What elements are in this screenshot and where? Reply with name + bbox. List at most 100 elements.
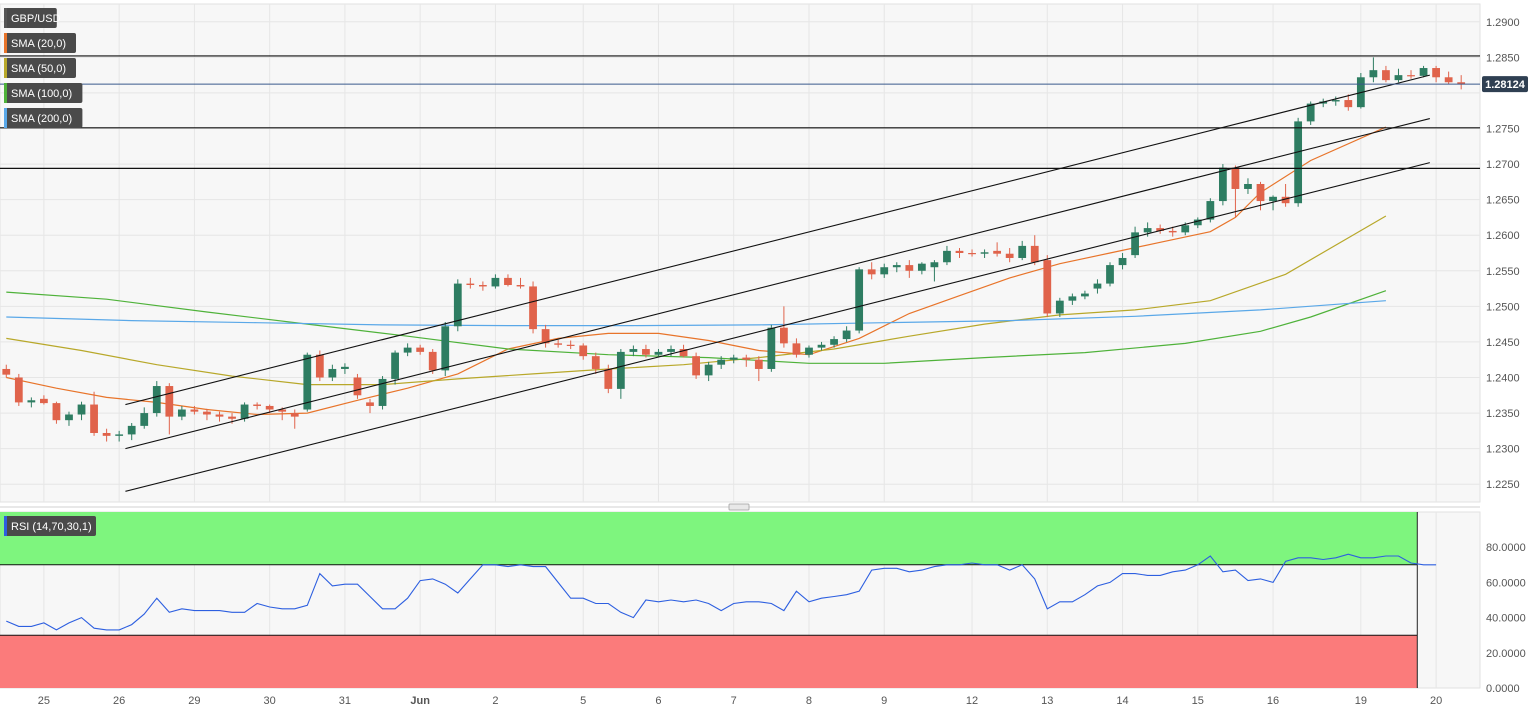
legend-label: SMA (50,0) [11,63,66,75]
legend-label: GBP/USD [11,13,61,25]
candle-body [554,343,563,345]
y-tick-label: 1.2500 [1486,301,1520,313]
candle-body [930,262,939,268]
candle-body [830,339,838,345]
candle-body [1181,225,1190,233]
y-tick-label: 1.2700 [1486,159,1520,171]
candle-body [955,250,964,253]
rsi-oversold-zone [0,635,1418,688]
candle-body [190,409,199,412]
sma-line-0 [6,126,1387,416]
candle-body [416,347,425,352]
candle-body [2,368,11,375]
x-tick-label: 14 [1116,695,1128,707]
candle-body [1168,230,1177,233]
y-tick-label: 1.2900 [1486,17,1520,29]
rsi-y-tick-label: 40.0000 [1486,613,1526,625]
candle-body [504,277,512,286]
candle-body [905,265,914,271]
candle-body [516,285,525,287]
candle-body [917,263,926,271]
candle-body [491,277,500,287]
legend-label: SMA (100,0) [11,88,72,100]
x-tick-label: 12 [966,695,978,707]
legend-item[interactable] [4,33,76,53]
candle-body [1281,196,1290,204]
x-tick-label: 8 [806,695,812,707]
candle-body [767,327,776,369]
candle-body [1131,232,1139,256]
rsi-legend-badge[interactable] [4,516,96,536]
rsi-y-tick-label: 60.0000 [1486,577,1526,589]
x-tick-label: 19 [1355,695,1367,707]
candle-body [1206,201,1215,220]
candle-body [604,368,613,389]
candle-body [1344,100,1353,108]
candle-body [1018,245,1027,258]
pane-resize-handle[interactable] [728,503,750,511]
candle-body [1005,253,1014,258]
candle-body [1369,70,1378,78]
candle-body [579,345,588,357]
candle-body [817,344,826,348]
candle-body [1294,121,1303,204]
candle-body [40,398,48,404]
candle-body [1432,68,1440,78]
candle-body [1444,77,1453,83]
candle-body [265,405,274,410]
candle-body [478,285,487,287]
candle-body [428,351,437,371]
y-tick-label: 1.2250 [1486,479,1520,491]
candle-body [341,366,349,369]
candle-body [792,343,801,355]
candle-body [1043,260,1052,314]
legend-item[interactable] [4,58,76,78]
candle-body [1106,265,1114,284]
legend-label: SMA (200,0) [11,113,72,125]
legend-color-marker [4,83,7,103]
candle-body [1055,300,1064,314]
candle-body [127,425,136,435]
grid-lines [0,4,1480,688]
candle-body [1394,75,1403,81]
legend-item[interactable] [4,108,83,128]
candle-body [14,377,23,403]
y-tick-label: 1.2450 [1486,337,1520,349]
candle-body [1331,100,1340,102]
candle-body [642,349,650,355]
trendline-0 [125,74,1430,406]
candle-body [353,377,362,396]
candle-body [177,409,186,417]
candle-body [842,330,851,340]
candle-body [90,404,98,433]
candle-body [892,265,901,268]
x-tick-label: 25 [38,695,50,707]
current-price-tag [1482,76,1528,93]
candle-body [1156,228,1165,231]
rsi-y-tick-label: 0.0000 [1486,683,1520,695]
y-tick-label: 1.2750 [1486,124,1520,136]
rsi-line [6,553,1437,631]
rsi-legend-label: RSI (14,70,30,1) [11,521,92,533]
candle-body [1244,183,1252,189]
candle-body [215,414,224,417]
x-tick-label: 7 [731,695,737,707]
candle-body [704,364,713,376]
x-tick-label: 2 [492,695,498,707]
legend-color-marker [4,8,7,28]
candle-body [102,432,111,436]
candle-body [1193,219,1202,226]
candle-body [591,356,600,369]
candle-body [980,252,989,254]
x-tick-label: 29 [188,695,200,707]
current-price-label: 1.28124 [1485,79,1526,91]
x-tick-label: 13 [1041,695,1053,707]
rsi-overbought-zone [0,512,1418,565]
candle-body [1093,283,1102,289]
candle-body [742,357,751,360]
candle-body [1218,167,1227,202]
legend-item[interactable] [4,8,57,28]
candle-body [692,356,700,376]
legend-item[interactable] [4,83,83,103]
